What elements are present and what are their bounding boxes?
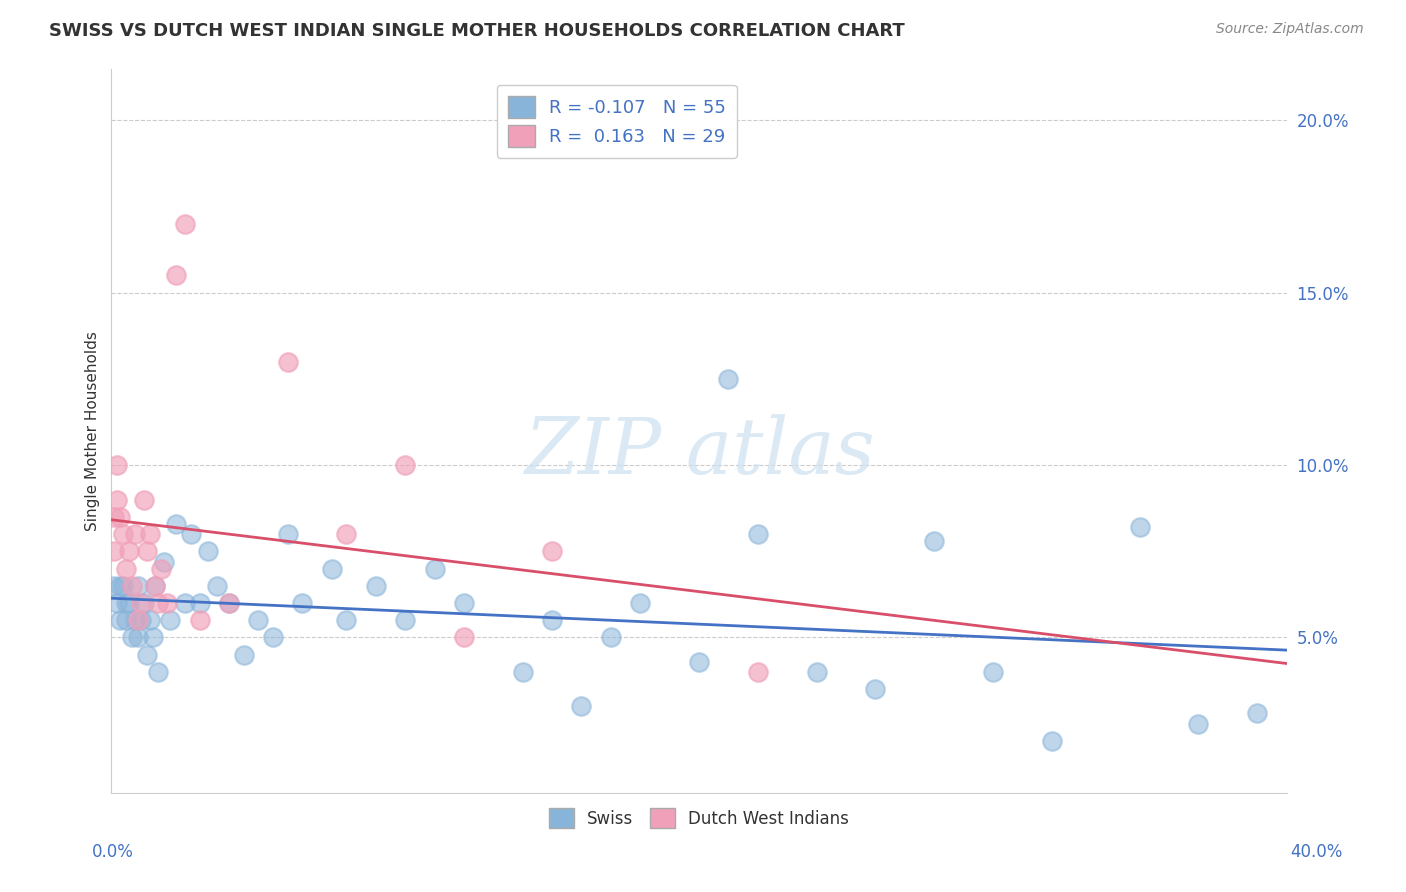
- Point: [232, 648, 254, 662]
- Point: [159, 613, 181, 627]
- Point: [291, 596, 314, 610]
- Point: [599, 631, 621, 645]
- Point: [148, 596, 170, 610]
- Point: [118, 544, 141, 558]
- Point: [922, 533, 945, 548]
- Point: [394, 458, 416, 472]
- Point: [394, 613, 416, 627]
- Point: [135, 648, 157, 662]
- Point: [335, 527, 357, 541]
- Point: [180, 527, 202, 541]
- Point: [135, 544, 157, 558]
- Point: [121, 579, 143, 593]
- Point: [112, 579, 135, 593]
- Point: [138, 613, 160, 627]
- Point: [364, 579, 387, 593]
- Point: [512, 665, 534, 679]
- Point: [173, 217, 195, 231]
- Point: [806, 665, 828, 679]
- Text: SWISS VS DUTCH WEST INDIAN SINGLE MOTHER HOUSEHOLDS CORRELATION CHART: SWISS VS DUTCH WEST INDIAN SINGLE MOTHER…: [49, 22, 905, 40]
- Point: [145, 579, 167, 593]
- Point: [165, 268, 187, 283]
- Point: [110, 613, 132, 627]
- Point: [112, 527, 135, 541]
- Point: [103, 509, 125, 524]
- Point: [145, 579, 167, 593]
- Point: [205, 579, 228, 593]
- Point: [156, 596, 179, 610]
- Point: [129, 596, 152, 610]
- Point: [277, 527, 299, 541]
- Point: [115, 561, 138, 575]
- Point: [423, 561, 446, 575]
- Point: [571, 699, 593, 714]
- Point: [218, 596, 240, 610]
- Point: [1187, 716, 1209, 731]
- Point: [628, 596, 651, 610]
- Point: [1040, 734, 1063, 748]
- Point: [115, 613, 138, 627]
- Point: [138, 527, 160, 541]
- Point: [110, 579, 132, 593]
- Point: [247, 613, 270, 627]
- Text: ZIP atlas: ZIP atlas: [523, 414, 875, 491]
- Legend: Swiss, Dutch West Indians: Swiss, Dutch West Indians: [543, 801, 856, 835]
- Point: [132, 492, 155, 507]
- Point: [262, 631, 284, 645]
- Point: [1129, 520, 1152, 534]
- Point: [688, 655, 710, 669]
- Text: 40.0%: 40.0%: [1291, 843, 1343, 861]
- Point: [121, 631, 143, 645]
- Point: [148, 665, 170, 679]
- Point: [277, 354, 299, 368]
- Point: [127, 631, 149, 645]
- Point: [129, 613, 152, 627]
- Point: [141, 631, 163, 645]
- Point: [541, 544, 564, 558]
- Point: [105, 596, 128, 610]
- Point: [188, 613, 211, 627]
- Point: [541, 613, 564, 627]
- Point: [103, 579, 125, 593]
- Y-axis label: Single Mother Households: Single Mother Households: [86, 331, 100, 531]
- Point: [165, 516, 187, 531]
- Point: [124, 527, 146, 541]
- Point: [127, 579, 149, 593]
- Point: [218, 596, 240, 610]
- Point: [118, 596, 141, 610]
- Point: [1246, 706, 1268, 721]
- Point: [132, 596, 155, 610]
- Point: [335, 613, 357, 627]
- Text: Source: ZipAtlas.com: Source: ZipAtlas.com: [1216, 22, 1364, 37]
- Point: [865, 682, 887, 697]
- Point: [321, 561, 343, 575]
- Point: [105, 492, 128, 507]
- Point: [453, 596, 475, 610]
- Point: [103, 544, 125, 558]
- Point: [110, 509, 132, 524]
- Point: [127, 613, 149, 627]
- Point: [115, 596, 138, 610]
- Point: [453, 631, 475, 645]
- Point: [105, 458, 128, 472]
- Point: [747, 665, 769, 679]
- Text: 0.0%: 0.0%: [91, 843, 134, 861]
- Point: [124, 613, 146, 627]
- Point: [153, 555, 176, 569]
- Point: [188, 596, 211, 610]
- Point: [747, 527, 769, 541]
- Point: [150, 561, 173, 575]
- Point: [717, 372, 740, 386]
- Point: [981, 665, 1004, 679]
- Point: [173, 596, 195, 610]
- Point: [197, 544, 219, 558]
